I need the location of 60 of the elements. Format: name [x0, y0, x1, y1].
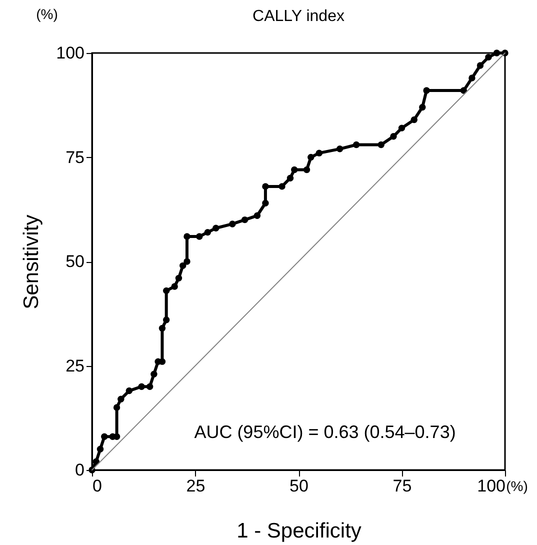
point: [254, 212, 261, 219]
y-tick-label: 25: [66, 356, 84, 376]
point: [390, 133, 397, 140]
point: [468, 74, 476, 82]
x-axis-title: 1 - Specificity: [236, 520, 362, 542]
point: [419, 104, 426, 111]
point: [262, 200, 269, 206]
point: [493, 50, 500, 56]
annotation: AUC (95%CI) = 0.63 (0.54–0.73): [194, 422, 456, 442]
y-tick-label: 0: [75, 460, 84, 480]
point: [162, 287, 170, 294]
point: [308, 154, 314, 161]
point: [410, 116, 418, 124]
point: [175, 274, 182, 282]
point: [101, 433, 108, 440]
point: [378, 141, 384, 148]
point: [138, 383, 145, 390]
x-tick-label: 100: [477, 476, 506, 496]
point: [113, 404, 120, 411]
point: [126, 387, 133, 394]
chart-title: CALLY index: [252, 8, 344, 25]
point: [303, 166, 310, 174]
point: [336, 146, 344, 152]
point: [485, 54, 492, 61]
point: [158, 324, 166, 332]
point: [286, 174, 294, 182]
point: [460, 87, 468, 94]
y-axis-title: Sensitivity: [20, 214, 44, 310]
point: [118, 396, 124, 402]
point: [184, 258, 190, 265]
point: [150, 370, 158, 378]
point: [171, 283, 178, 290]
point: [476, 62, 484, 69]
point: [278, 183, 286, 190]
point: [96, 446, 104, 452]
point: [262, 183, 269, 190]
point: [146, 383, 154, 390]
point: [241, 216, 248, 224]
point: [212, 224, 220, 232]
x-tick-label: 0: [92, 476, 102, 496]
point: [352, 141, 360, 148]
x-tick-label: 25: [186, 476, 206, 496]
point: [398, 124, 406, 132]
point: [291, 166, 298, 174]
point: [180, 262, 186, 270]
x-tick-label: 75: [392, 476, 412, 496]
point: [184, 233, 190, 240]
text: (%): [36, 6, 58, 22]
text: (%): [506, 478, 528, 494]
point: [196, 233, 203, 240]
point: [229, 220, 236, 228]
y-tick-label: 100: [56, 44, 84, 62]
point: [92, 458, 100, 466]
y-tick-label: 75: [66, 148, 84, 167]
point: [162, 316, 170, 324]
x-tick-label: 50: [290, 476, 308, 496]
point: [204, 228, 211, 236]
point: [316, 150, 323, 156]
point: [423, 87, 430, 94]
y-tick-label: 50: [66, 252, 84, 271]
